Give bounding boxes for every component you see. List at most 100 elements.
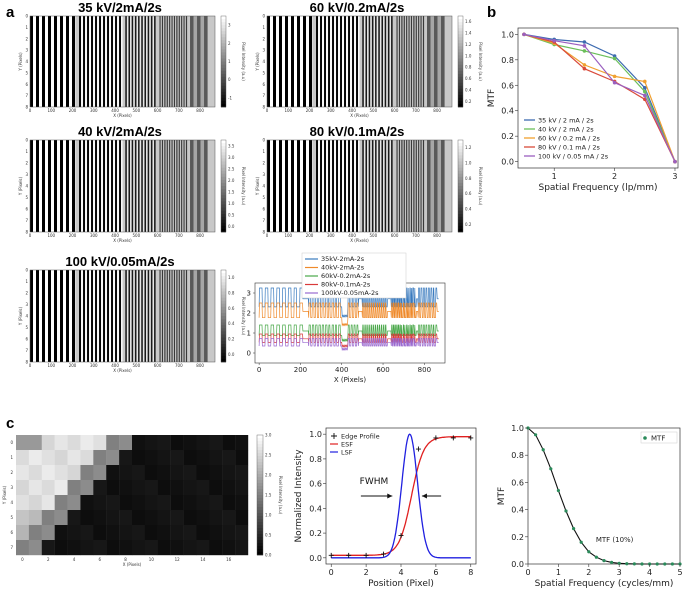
heatmap-cell bbox=[41, 450, 55, 466]
colorbar-segment bbox=[221, 143, 226, 147]
grating-bar bbox=[368, 140, 371, 232]
series-line-2 bbox=[523, 33, 676, 162]
grating-bar bbox=[63, 270, 67, 362]
grating-bar bbox=[340, 16, 343, 107]
heatmap-cell bbox=[209, 540, 223, 556]
grating-bar bbox=[126, 16, 129, 107]
colorbar-segment bbox=[221, 170, 226, 175]
grating-bar bbox=[57, 140, 61, 232]
colorbar-tick-label: 1.5 bbox=[265, 493, 272, 498]
y-axis-label: Y (Pixels) bbox=[2, 485, 7, 505]
series-line-1 bbox=[523, 33, 676, 162]
y-tick-label: 0 bbox=[262, 138, 265, 143]
heatmap-cell bbox=[157, 495, 171, 511]
heatmap-cell bbox=[119, 435, 133, 451]
x-tick-label: 300 bbox=[90, 363, 98, 368]
grating-bar bbox=[328, 16, 331, 107]
colorbar-tick-label: 3.0 bbox=[265, 433, 272, 438]
grating-bar bbox=[414, 140, 416, 232]
grating-bar bbox=[160, 140, 162, 232]
grating-bar bbox=[109, 16, 112, 107]
colorbar-segment bbox=[221, 186, 226, 190]
colorbar-segment bbox=[221, 64, 226, 68]
grating-bar bbox=[183, 270, 185, 362]
x-tick-label: 0 bbox=[21, 557, 24, 562]
colorbar-segment bbox=[458, 198, 463, 202]
grating-bar bbox=[169, 270, 171, 362]
colorbar-segment bbox=[458, 43, 463, 47]
heatmap-cell bbox=[132, 450, 146, 466]
grating-bar bbox=[406, 16, 408, 107]
grating-bar bbox=[36, 270, 40, 362]
heatmap-cell bbox=[170, 465, 184, 481]
heatmap-cell bbox=[41, 495, 55, 511]
heatmap-cell bbox=[67, 540, 81, 556]
grating-bar bbox=[398, 16, 401, 107]
colorbar-tick-label: 0.0 bbox=[228, 224, 235, 229]
grating-bar bbox=[83, 16, 86, 107]
colorbar-segment bbox=[458, 155, 463, 159]
colorbar-segment bbox=[257, 438, 263, 442]
heatmap-cell bbox=[93, 450, 107, 466]
edge-profile-point bbox=[450, 435, 456, 441]
heatmap-cell bbox=[235, 450, 249, 466]
mtf-point bbox=[549, 467, 553, 471]
grating-bar bbox=[33, 16, 37, 107]
grating-bar bbox=[33, 140, 37, 232]
grating-bar bbox=[400, 140, 402, 232]
grating-bar bbox=[175, 270, 177, 362]
heatmap-cell bbox=[67, 450, 81, 466]
grating-bar bbox=[51, 140, 55, 232]
heatmap-cell bbox=[54, 435, 68, 451]
grating-bar bbox=[141, 16, 143, 107]
grating-bar bbox=[373, 140, 376, 232]
grating-bar bbox=[386, 16, 388, 107]
edge-profile-point bbox=[363, 552, 369, 558]
grating-bar bbox=[370, 140, 372, 232]
grating-bar bbox=[139, 16, 142, 107]
heatmap-cell bbox=[235, 510, 249, 526]
colorbar-segment bbox=[458, 176, 463, 181]
grating-bar bbox=[181, 270, 183, 362]
colorbar-segment bbox=[257, 468, 263, 472]
colorbar-segment bbox=[221, 222, 226, 227]
grating-bar bbox=[383, 16, 385, 107]
grating-bar bbox=[197, 140, 201, 232]
legend-label: 35kV-2mA-2s bbox=[321, 255, 365, 263]
grating-bar bbox=[200, 140, 205, 232]
colorbar-segment bbox=[221, 85, 226, 90]
legend-label: 40kV-2mA-2s bbox=[321, 264, 365, 272]
colorbar-segment bbox=[458, 219, 463, 224]
colorbar-segment bbox=[221, 58, 226, 62]
grating-bar bbox=[166, 16, 168, 107]
heatmap-cell bbox=[67, 525, 81, 541]
grating-bar bbox=[54, 270, 58, 362]
colorbar-segment bbox=[458, 213, 463, 217]
colorbar-tick-label: 3 bbox=[228, 23, 231, 28]
heatmap-cell bbox=[93, 495, 107, 511]
grating-bar bbox=[126, 270, 129, 362]
grating-bar bbox=[358, 140, 360, 232]
grating-bar bbox=[141, 140, 143, 232]
heatmap-cell bbox=[106, 435, 120, 451]
x-tick-label: 800 bbox=[196, 233, 204, 238]
x-tick-label: 100 bbox=[284, 233, 292, 238]
colorbar-segment bbox=[257, 507, 263, 511]
grating-bar bbox=[276, 16, 280, 107]
grating-bar bbox=[166, 270, 168, 362]
y-tick-label: 6 bbox=[262, 207, 265, 212]
legend-label: 35 kV / 2 mA / 2s bbox=[538, 117, 594, 125]
heatmap-cell bbox=[183, 540, 197, 556]
grating-bar bbox=[434, 16, 438, 107]
heatmap-frame bbox=[266, 139, 453, 233]
grating-bar bbox=[348, 140, 351, 232]
colorbar-segment bbox=[458, 195, 463, 199]
y-tick-label: 0.0 bbox=[501, 158, 514, 167]
colorbar-segment bbox=[221, 340, 226, 344]
x-tick-label: 300 bbox=[327, 233, 335, 238]
grating-bar bbox=[133, 16, 135, 107]
y-tick-label: 0.2 bbox=[501, 132, 514, 141]
colorbar-tick-label: 2.5 bbox=[265, 453, 272, 458]
colorbar-segment bbox=[221, 146, 226, 150]
lsf-line bbox=[331, 433, 471, 559]
